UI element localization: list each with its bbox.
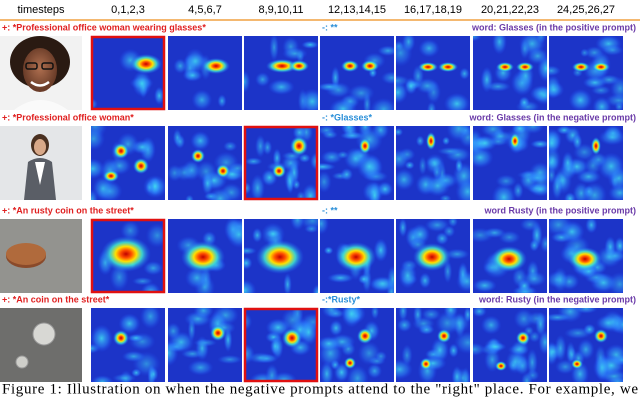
attention-map	[320, 36, 394, 110]
attention-map	[473, 126, 547, 200]
attention-map	[168, 219, 242, 293]
highlight-frame	[90, 218, 166, 294]
attention-map	[549, 126, 623, 200]
attention-map	[168, 36, 242, 110]
negative-prompt: -: **	[322, 22, 338, 32]
attention-map	[549, 308, 623, 382]
attention-map	[244, 36, 318, 110]
word-label: word: Glasses (in the positive prompt)	[471, 22, 636, 32]
word-label: word: Glasses (in the negative prompt)	[468, 112, 636, 122]
timestep-label: 0,1,2,3	[111, 4, 145, 16]
timesteps-label: timesteps	[17, 4, 65, 16]
attention-map	[91, 36, 165, 110]
attention-map	[244, 219, 318, 293]
highlight-frame	[90, 35, 166, 111]
word-label: word: Rusty (in the negative prompt)	[478, 294, 636, 304]
timestep-label: 4,5,6,7	[188, 4, 222, 16]
negative-prompt: -:*Rusty*	[322, 294, 361, 304]
attention-map	[91, 219, 165, 293]
attention-map	[549, 36, 623, 110]
timestep-label: 12,13,14,15	[328, 4, 386, 16]
photo-coin	[0, 308, 82, 382]
attention-map	[244, 126, 318, 200]
highlight-frame	[243, 125, 319, 201]
highlight-frame	[243, 307, 319, 383]
attention-map	[244, 308, 318, 382]
attention-map	[473, 219, 547, 293]
caption: Figure 1: Illustration on when the negat…	[2, 381, 638, 397]
attention-map	[473, 308, 547, 382]
attention-map	[91, 126, 165, 200]
negative-prompt: -: **	[322, 205, 338, 215]
timestep-label: 20,21,22,23	[481, 4, 539, 16]
attention-map	[396, 308, 470, 382]
attention-map	[396, 36, 470, 110]
photo-rusty-coin	[0, 219, 82, 293]
attention-map	[320, 219, 394, 293]
attention-map	[320, 308, 394, 382]
timestep-label: 24,25,26,27	[557, 4, 615, 16]
attention-map	[549, 219, 623, 293]
timestep-label: 16,17,18,19	[404, 4, 462, 16]
attention-map	[320, 126, 394, 200]
positive-prompt: +: *Professional office woman wearing gl…	[2, 22, 206, 32]
timestep-label: 8,9,10,11	[258, 4, 303, 16]
photo-office-woman	[0, 126, 82, 200]
attention-map	[168, 308, 242, 382]
word-label: word Rusty (in the positive prompt)	[483, 205, 636, 215]
attention-map	[396, 219, 470, 293]
attention-map	[473, 36, 547, 110]
positive-prompt: +: *An rusty coin on the street*	[2, 205, 134, 215]
attention-map	[396, 126, 470, 200]
attention-map	[168, 126, 242, 200]
positive-prompt: +: *An coin on the street*	[2, 294, 110, 304]
attention-map	[91, 308, 165, 382]
positive-prompt: +: *Professional office woman*	[2, 112, 134, 122]
negative-prompt: -: *Glasses*	[322, 112, 373, 122]
photo-woman-glasses	[0, 36, 82, 110]
